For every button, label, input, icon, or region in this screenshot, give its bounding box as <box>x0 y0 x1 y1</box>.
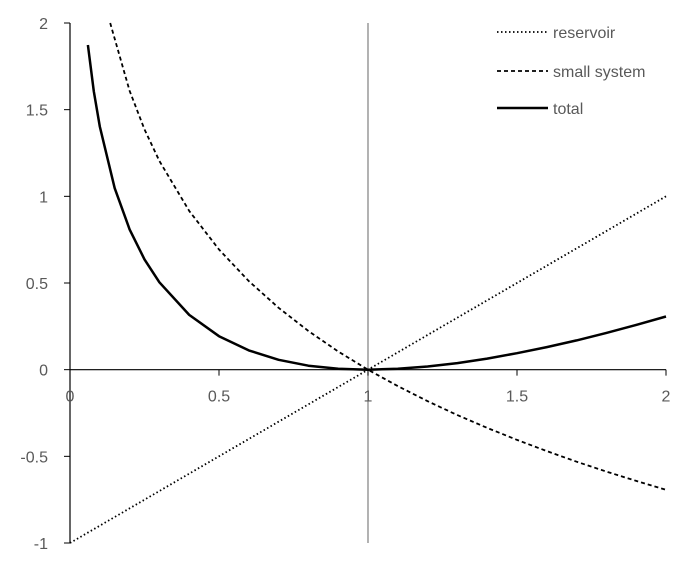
y-tick-label: 0 <box>39 363 48 380</box>
legend-label: total <box>553 101 583 118</box>
legend: reservoir small system total <box>497 25 645 118</box>
tick-labels: 0 0.5 1 1.5 2 2 1.5 1 0.5 0 -0.5 -1 <box>20 16 670 553</box>
x-tick-label: 1.5 <box>506 389 528 406</box>
x-tick-label: 0.5 <box>208 389 230 406</box>
y-tick-label: 2 <box>39 16 48 33</box>
y-tick-label: 0.5 <box>26 276 48 293</box>
legend-label: small system <box>553 64 645 81</box>
x-tick-label: 0 <box>66 389 75 406</box>
y-tick-label: -0.5 <box>20 449 48 466</box>
y-tick-label: -1 <box>34 536 48 553</box>
x-tick-label: 1 <box>364 389 373 406</box>
legend-label: reservoir <box>553 25 616 42</box>
y-tick-label: 1.5 <box>26 103 48 120</box>
x-tick-label: 2 <box>662 389 671 406</box>
series-line-small-system <box>109 22 667 491</box>
series-line-total <box>86 44 667 371</box>
y-tick-label: 1 <box>39 189 48 206</box>
